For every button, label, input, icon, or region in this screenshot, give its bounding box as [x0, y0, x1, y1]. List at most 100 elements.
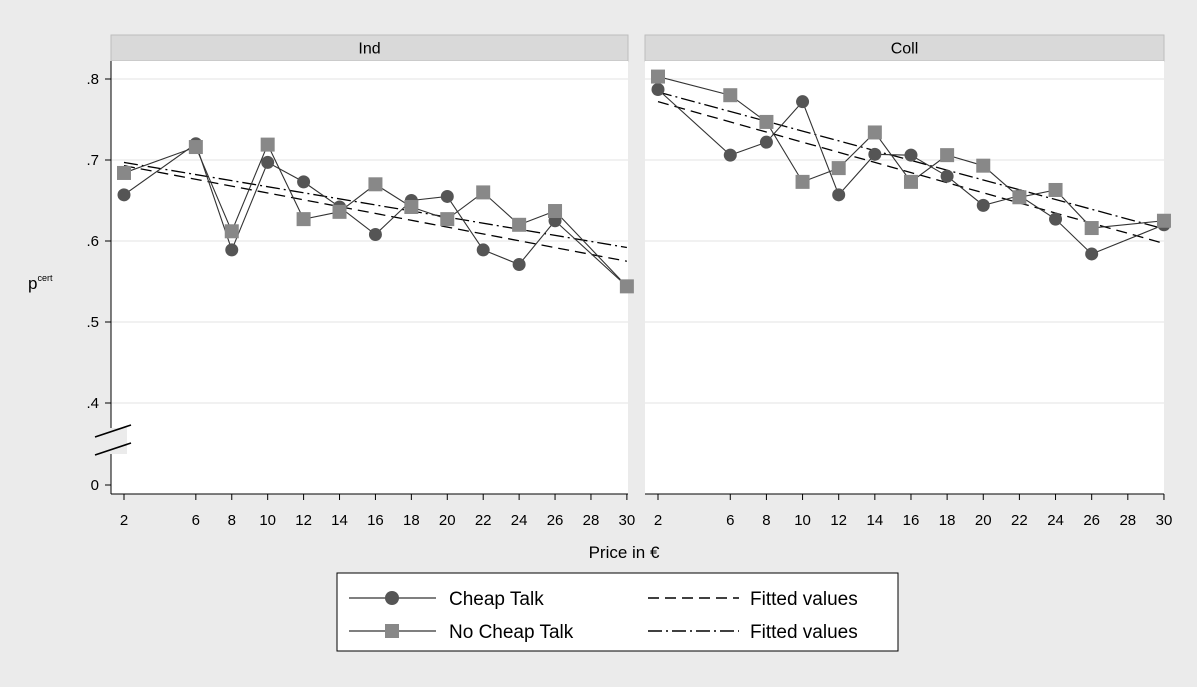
legend-label-fitted-dash: Fitted values — [750, 589, 858, 610]
fits-ind — [123, 161, 628, 262]
x-tick-label: 12 — [830, 512, 847, 529]
data-point-cheap-talk — [440, 189, 454, 203]
x-tick-label: 20 — [975, 512, 992, 529]
x-axis-label: Price in € — [589, 543, 660, 562]
y-tick-label: .7 — [86, 152, 99, 169]
x-tick-label: 30 — [1156, 512, 1173, 529]
x-tick-label: 28 — [1119, 512, 1136, 529]
data-point-no-cheap-talk — [404, 199, 419, 214]
panel-title-ind: Ind — [358, 41, 380, 58]
legend-square-marker-icon — [385, 624, 399, 638]
x-tick-label: 30 — [619, 512, 636, 529]
x-tick-label: 18 — [403, 512, 420, 529]
data-point-cheap-talk — [1049, 212, 1063, 226]
data-point-no-cheap-talk — [1084, 221, 1099, 236]
x-tick-label: 24 — [511, 512, 528, 529]
x-tick-label: 10 — [794, 512, 811, 529]
panel-header-ind — [110, 34, 629, 62]
data-point-cheap-talk — [225, 243, 239, 257]
x-tick-label: 24 — [1047, 512, 1064, 529]
data-point-no-cheap-talk — [759, 114, 774, 129]
x-tick-label: 2 — [654, 512, 662, 529]
y-axis-label: pcert — [28, 273, 53, 293]
fitted-line-dash — [657, 101, 1165, 245]
data-point-no-cheap-talk — [117, 165, 131, 180]
data-point-no-cheap-talk — [795, 174, 810, 189]
data-point-no-cheap-talk — [867, 125, 882, 140]
fitted-line-dash-dot — [657, 91, 1165, 230]
x-ticks-ind: 2 6 8 10 12 14 16 18 20 22 24 26 28 30 — [120, 494, 635, 529]
data-point-no-cheap-talk — [651, 69, 665, 84]
data-point-cheap-talk — [976, 198, 990, 212]
data-point-no-cheap-talk — [476, 185, 491, 200]
x-tick-label: 8 — [762, 512, 770, 529]
data-point-cheap-talk — [723, 148, 737, 162]
x-tick-label: 22 — [475, 512, 492, 529]
data-point-cheap-talk — [512, 257, 526, 271]
fits-coll — [657, 91, 1165, 245]
y-tick-label: .5 — [86, 314, 99, 331]
y-tick-label: .4 — [86, 395, 99, 412]
data-point-no-cheap-talk — [224, 224, 239, 239]
data-point-cheap-talk — [832, 188, 846, 202]
data-point-no-cheap-talk — [1048, 182, 1063, 197]
fitted-line-dash — [123, 165, 628, 262]
y-tick-label: 0 — [91, 477, 99, 494]
data-point-no-cheap-talk — [188, 140, 203, 155]
data-point-cheap-talk — [476, 243, 490, 257]
legend-label-cheap-talk: Cheap Talk — [449, 589, 544, 610]
x-tick-label: 16 — [903, 512, 920, 529]
data-point-no-cheap-talk — [619, 279, 634, 294]
series-coll — [651, 69, 1171, 261]
data-point-cheap-talk — [117, 188, 131, 202]
y-axis-label-main: p — [28, 274, 37, 293]
x-tick-label: 16 — [367, 512, 384, 529]
y-tick-label: .6 — [86, 233, 99, 250]
data-point-no-cheap-talk — [260, 137, 275, 152]
data-point-no-cheap-talk — [548, 204, 563, 219]
data-point-no-cheap-talk — [1156, 213, 1171, 228]
grid-ind — [111, 78, 628, 404]
x-tick-label: 2 — [120, 512, 128, 529]
series-ind — [117, 137, 634, 294]
legend-item-fitted-dash: Fitted values — [648, 589, 858, 610]
x-tick-label: 14 — [331, 512, 348, 529]
data-point-cheap-talk — [261, 155, 275, 169]
legend-label-no-cheap-talk: No Cheap Talk — [449, 622, 574, 643]
data-point-no-cheap-talk — [723, 88, 738, 103]
legend: Cheap Talk Fitted values No Cheap Talk F… — [336, 572, 899, 652]
x-tick-label: 10 — [259, 512, 276, 529]
x-tick-label: 22 — [1011, 512, 1028, 529]
y-axis-label-superscript: cert — [37, 273, 53, 283]
plot-area-ind — [111, 61, 628, 494]
data-point-cheap-talk — [368, 228, 382, 242]
data-point-no-cheap-talk — [940, 148, 955, 163]
x-tick-label: 8 — [228, 512, 236, 529]
x-tick-label: 26 — [547, 512, 564, 529]
data-point-cheap-talk — [868, 147, 882, 161]
panel-coll: Coll 2 6 8 10 12 14 16 18 20 22 24 26 28 30 — [644, 34, 1172, 529]
x-tick-label: 14 — [866, 512, 883, 529]
data-point-no-cheap-talk — [332, 204, 347, 219]
data-point-no-cheap-talk — [296, 212, 311, 227]
panel-header-coll — [644, 34, 1165, 62]
data-point-no-cheap-talk — [903, 174, 918, 189]
y-ticks: 0 .4 .5 .6 .7 .8 — [86, 71, 111, 494]
data-point-no-cheap-talk — [831, 161, 846, 176]
data-point-cheap-talk — [940, 169, 954, 183]
plot-area-coll — [645, 61, 1164, 494]
legend-circle-marker-icon — [385, 591, 399, 605]
x-tick-label: 6 — [726, 512, 734, 529]
x-tick-label: 12 — [295, 512, 312, 529]
data-point-cheap-talk — [796, 95, 810, 109]
panel-title-coll: Coll — [891, 41, 919, 58]
x-ticks-coll: 2 6 8 10 12 14 16 18 20 22 24 26 28 30 — [654, 494, 1172, 529]
legend-item-cheap-talk: Cheap Talk — [349, 589, 544, 610]
x-tick-label: 26 — [1083, 512, 1100, 529]
x-tick-label: 28 — [583, 512, 600, 529]
data-point-no-cheap-talk — [512, 217, 527, 232]
fitted-line-dash-dot — [123, 161, 627, 249]
data-point-no-cheap-talk — [440, 212, 455, 227]
